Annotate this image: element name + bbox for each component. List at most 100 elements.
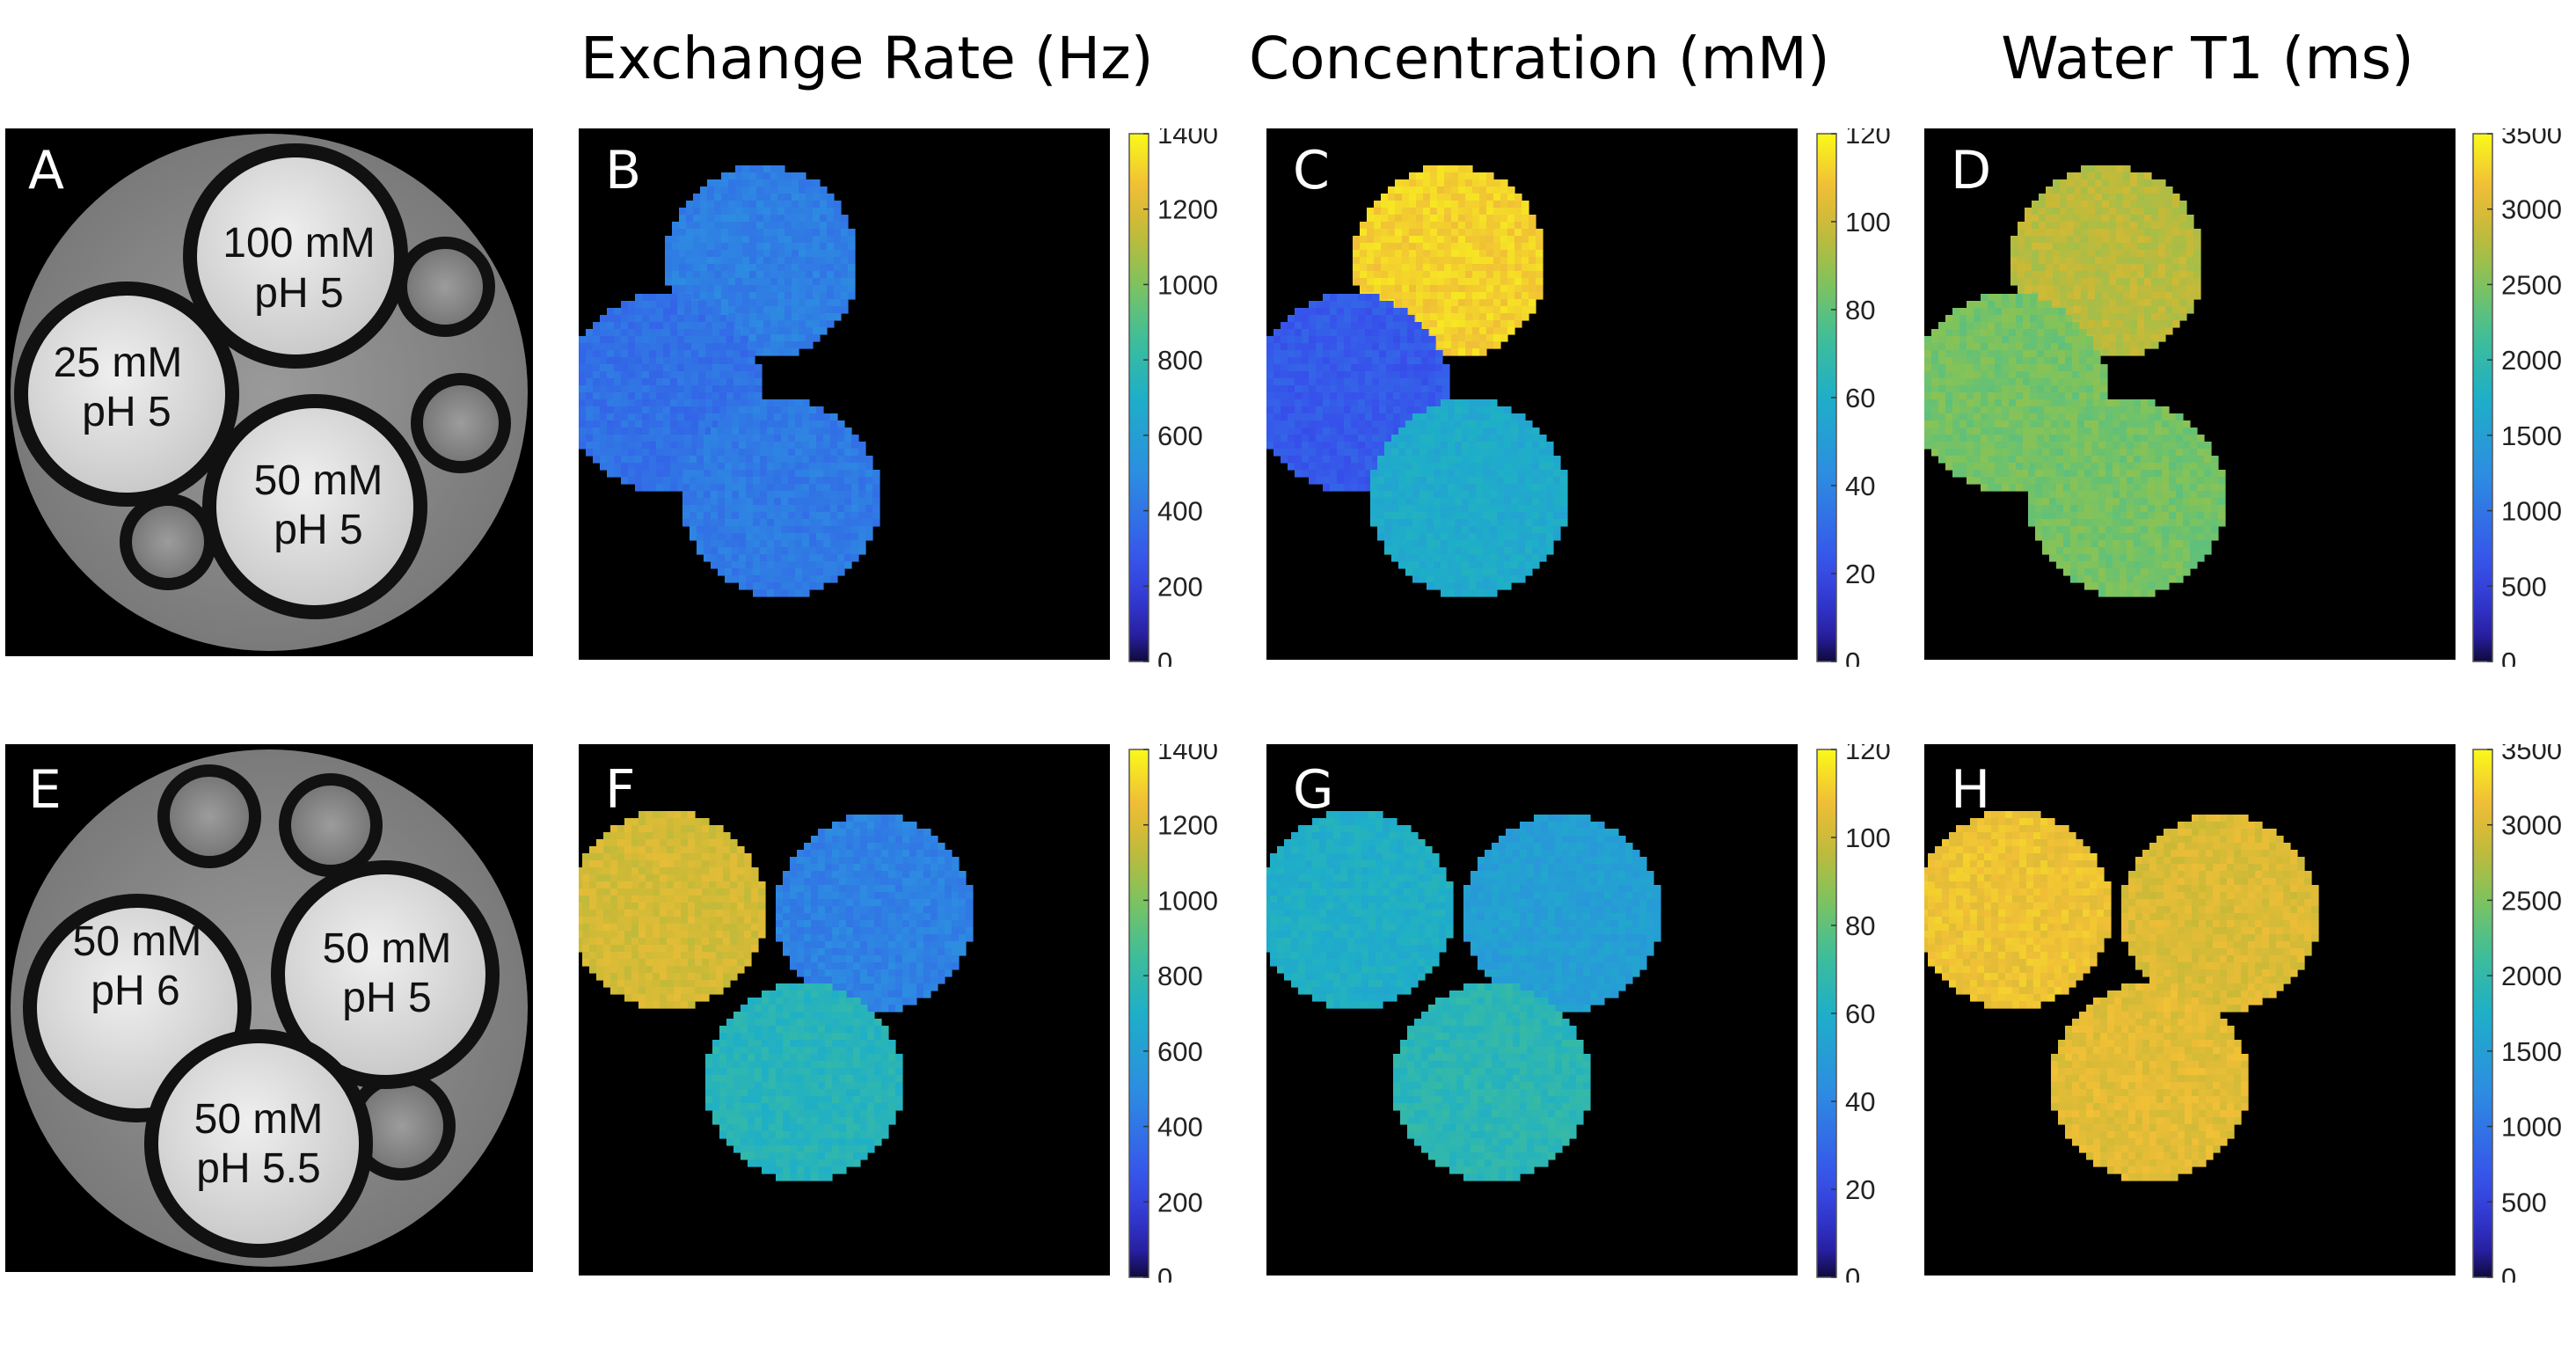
panel-h-water-t1-map: H	[1924, 744, 2456, 1276]
tube-label: 100 mM	[223, 220, 375, 267]
colorbar-svg: 0 20 40 60 80 100 120	[1816, 744, 1891, 1283]
tube-label: 25 mM	[54, 340, 183, 386]
colorbar-tick-label: 1200	[1157, 194, 1218, 225]
colorbar-tick-label: 2000	[2501, 961, 2562, 991]
panel-label: D	[1951, 140, 1992, 201]
colorbar-tick-label: 1500	[2501, 1036, 2562, 1067]
small-tube	[395, 237, 495, 337]
colorbar-tick-label: 1000	[1157, 885, 1218, 916]
roi-top-right	[776, 815, 974, 1012]
panel-label: E	[28, 759, 62, 821]
heatmap-svg	[1266, 811, 1661, 1181]
tube-label: 50 mM	[194, 1096, 324, 1143]
colorbar-tick-label: 500	[2501, 571, 2547, 602]
tube-50mm-ph55	[144, 1029, 373, 1258]
colorbar-tick-label: 1400	[1157, 128, 1218, 150]
roi-bottom	[705, 983, 903, 1181]
colorbar-tick-label: 1400	[1157, 744, 1218, 765]
column-title-water-t1: Water T1 (ms)	[2001, 25, 2414, 92]
colorbar-tick-label: 1200	[1157, 810, 1218, 841]
colorbar-tick-label: 800	[1157, 345, 1203, 376]
colorbar-tick-label: 3500	[2501, 744, 2562, 765]
tube-label: pH 5	[274, 507, 362, 553]
colorbar-tick-label: 3000	[2501, 810, 2562, 841]
panel-e-phantom-image: 50 mM pH 6 50 mM pH 5 50 mM pH 5.5 E	[5, 744, 533, 1272]
colorbar-tick-label: 0	[2501, 647, 2516, 667]
colorbar-tick-label: 500	[2501, 1187, 2547, 1217]
tube-25mm	[14, 281, 239, 507]
colorbar-tick-label: 100	[1845, 207, 1891, 238]
tube-label: 50 mM	[254, 457, 383, 504]
colorbar-svg: 0 500 1000 1500 2000 2500 3000 3500	[2472, 744, 2562, 1283]
roi-top-left	[1266, 811, 1454, 1009]
colorbar-water-t1: 0 500 1000 1500 2000 2500 3000 3500	[2470, 128, 2573, 667]
roi-top-left	[579, 811, 766, 1009]
tube-label: 50 mM	[323, 925, 452, 972]
heatmap-svg	[1924, 811, 2319, 1181]
colorbar-gradient	[2472, 749, 2493, 1278]
roi-bottom-right	[1370, 399, 1568, 597]
tube-label: pH 5	[254, 270, 343, 317]
panel-f-exchange-rate-map: F	[579, 744, 1110, 1276]
colorbar-tick-label: 400	[1157, 496, 1203, 527]
colorbar-tick-label: 120	[1845, 128, 1891, 150]
panel-a-phantom-image: 100 mM pH 5 25 mM pH 5 50 mM pH 5 A	[5, 128, 533, 656]
colorbar-tick-label: 0	[1845, 1262, 1860, 1283]
colorbar-tick-label: 60	[1845, 998, 1875, 1029]
panel-label: H	[1951, 759, 1991, 821]
roi-top-right	[1463, 815, 1661, 1012]
roi-bottom	[1393, 983, 1591, 1181]
colorbar-tick-label: 3000	[2501, 194, 2562, 225]
colorbar-tick-label: 1000	[1157, 269, 1218, 300]
panel-c-concentration-map: C	[1266, 128, 1798, 660]
roi-bottom	[2051, 983, 2249, 1181]
colorbar-tick-label: 1000	[2501, 496, 2562, 527]
panel-label: G	[1293, 759, 1334, 821]
colorbar-tick-label: 20	[1845, 559, 1875, 589]
colorbar-tick-label: 120	[1845, 744, 1891, 765]
panel-g-concentration-map: G	[1266, 744, 1798, 1276]
colorbar-water-t1: 0 500 1000 1500 2000 2500 3000 3500	[2470, 744, 2573, 1283]
colorbar-tick-label: 0	[2501, 1262, 2516, 1283]
colorbar-tick-label: 100	[1845, 822, 1891, 853]
roi-bottom-right	[2028, 399, 2226, 597]
colorbar-svg: 0 20 40 60 80 100 120	[1816, 128, 1891, 667]
tube-100mm	[183, 143, 408, 369]
colorbar-tick-label: 600	[1157, 1036, 1203, 1067]
small-tube	[120, 493, 216, 590]
colorbar-tick-label: 40	[1845, 471, 1875, 501]
colorbar-tick-label: 2000	[2501, 345, 2562, 376]
heatmap-svg	[579, 811, 974, 1181]
colorbar-gradient	[1128, 133, 1149, 662]
colorbar-tick-label: 400	[1157, 1112, 1203, 1143]
panel-b-exchange-rate-map: B	[579, 128, 1110, 660]
colorbar-gradient	[2472, 133, 2493, 662]
colorbar-tick-label: 2500	[2501, 269, 2562, 300]
colorbar-tick-label: 3500	[2501, 128, 2562, 150]
panel-d-water-t1-map: D	[1924, 128, 2456, 660]
colorbar-exchange-rate: 0 200 400 600 800 1000 1200 1400	[1126, 128, 1258, 667]
colorbar-tick-label: 1000	[2501, 1112, 2562, 1143]
roi-top-right	[2121, 815, 2319, 1012]
panel-label: F	[605, 759, 636, 821]
tube-label: pH 5.5	[196, 1145, 320, 1192]
colorbar-svg: 0 500 1000 1500 2000 2500 3000 3500	[2472, 128, 2562, 667]
small-tube	[411, 373, 511, 473]
colorbar-tick-label: 40	[1845, 1086, 1875, 1117]
heatmap-svg	[579, 165, 880, 597]
phantom-a-svg: 100 mM pH 5 25 mM pH 5 50 mM pH 5	[11, 134, 528, 651]
colorbar-tick-label: 0	[1845, 647, 1860, 667]
colorbar-exchange-rate: 0 200 400 600 800 1000 1200 1400	[1126, 744, 1258, 1283]
colorbar-tick-label: 0	[1157, 647, 1172, 667]
colorbar-tick-label: 80	[1845, 295, 1875, 325]
colorbar-tick-label: 0	[1157, 1262, 1172, 1283]
small-tube	[279, 773, 383, 877]
colorbar-concentration: 0 20 40 60 80 100 120	[1813, 128, 1919, 667]
phantom-e-svg: 50 mM pH 6 50 mM pH 5 50 mM pH 5.5	[11, 749, 528, 1267]
colorbar-gradient	[1128, 749, 1149, 1278]
column-title-exchange-rate: Exchange Rate (Hz)	[580, 25, 1154, 92]
roi-top-left	[1924, 811, 2112, 1009]
colorbar-tick-label: 60	[1845, 383, 1875, 413]
tube-label: pH 5	[342, 975, 431, 1021]
colorbar-svg: 0 200 400 600 800 1000 1200 1400	[1128, 128, 1218, 667]
